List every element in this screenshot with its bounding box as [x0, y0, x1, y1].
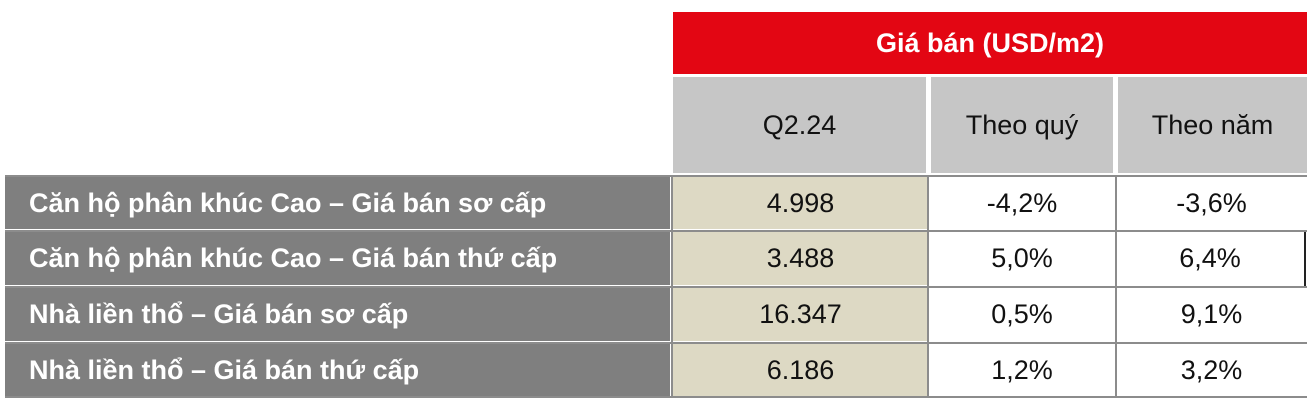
column-header-theo-nam: Theo năm: [1118, 77, 1307, 173]
cell-q224: 6.186: [673, 344, 928, 396]
cell-theo-quy: 0,5%: [928, 288, 1116, 341]
row-label: Nhà liền thổ – Giá bán thứ cấp: [5, 344, 670, 396]
row-label: Nhà liền thổ – Giá bán sơ cấp: [5, 288, 670, 341]
cell-theo-nam: 3,2%: [1116, 344, 1307, 396]
row-label: Căn hộ phân khúc Cao – Giá bán thứ cấp: [5, 232, 670, 285]
row-divider: [5, 342, 1307, 344]
row-label: Căn hộ phân khúc Cao – Giá bán sơ cấp: [5, 177, 670, 229]
cell-theo-quy: -4,2%: [928, 177, 1116, 229]
column-header-q224: Q2.24: [673, 77, 926, 173]
column-header-theo-quy: Theo quý: [931, 77, 1113, 173]
column-divider: [927, 175, 929, 398]
row-divider: [5, 286, 1307, 288]
row-divider: [5, 175, 1307, 177]
column-divider: [1115, 175, 1117, 398]
cell-border-mark: [1304, 232, 1306, 286]
cell-q224: 16.347: [673, 288, 928, 341]
cell-theo-nam: -3,6%: [1116, 177, 1307, 229]
group-header: Giá bán (USD/m2): [673, 12, 1307, 74]
cell-theo-quy: 1,2%: [928, 344, 1116, 396]
cell-q224: 4.998: [673, 177, 928, 229]
row-divider: [5, 230, 1307, 232]
cell-theo-quy: 5,0%: [928, 232, 1116, 285]
column-divider: [671, 175, 673, 398]
cell-theo-nam: 6,4%: [1116, 232, 1304, 285]
row-divider: [5, 396, 1307, 398]
cell-q224: 3.488: [673, 232, 928, 285]
cell-theo-nam: 9,1%: [1116, 288, 1307, 341]
